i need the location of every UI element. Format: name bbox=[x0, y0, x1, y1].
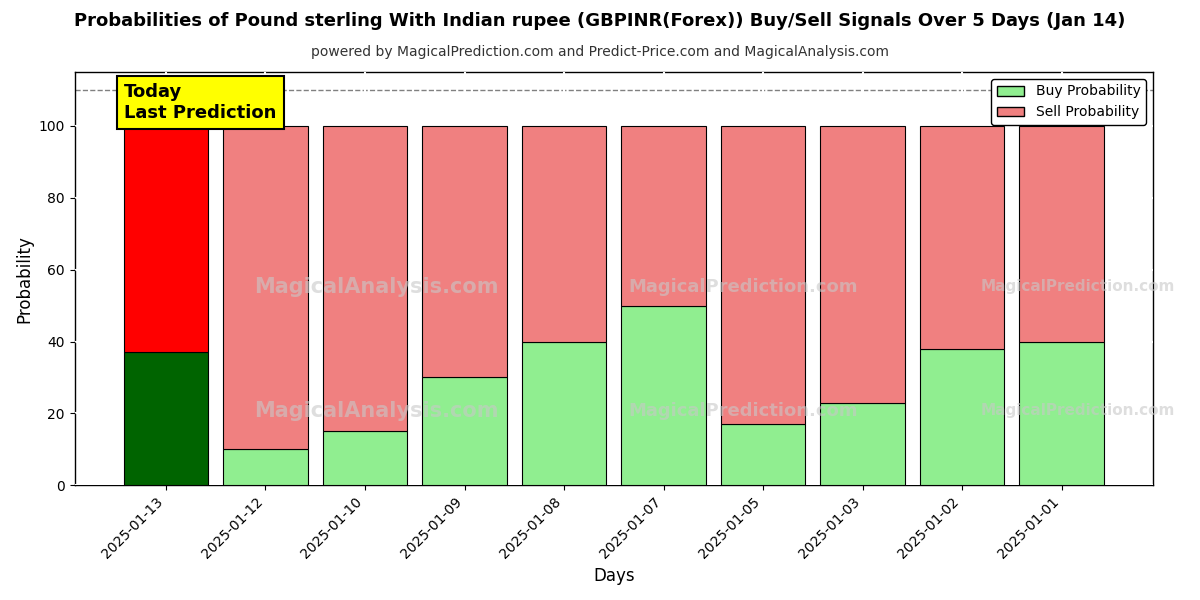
Legend: Buy Probability, Sell Probability: Buy Probability, Sell Probability bbox=[991, 79, 1146, 125]
Text: MagicalAnalysis.com: MagicalAnalysis.com bbox=[254, 401, 499, 421]
Bar bbox=[721, 126, 805, 424]
Bar bbox=[124, 352, 209, 485]
Bar bbox=[622, 126, 706, 305]
Bar bbox=[721, 424, 805, 485]
Bar bbox=[422, 377, 506, 485]
Text: Today
Last Prediction: Today Last Prediction bbox=[124, 83, 276, 122]
Text: MagicalPrediction.com: MagicalPrediction.com bbox=[629, 402, 858, 420]
Bar bbox=[821, 126, 905, 403]
Y-axis label: Probability: Probability bbox=[16, 235, 34, 323]
Text: powered by MagicalPrediction.com and Predict-Price.com and MagicalAnalysis.com: powered by MagicalPrediction.com and Pre… bbox=[311, 45, 889, 59]
Text: MagicalPrediction.com: MagicalPrediction.com bbox=[629, 278, 858, 296]
Text: Probabilities of Pound sterling With Indian rupee (GBPINR(Forex)) Buy/Sell Signa: Probabilities of Pound sterling With Ind… bbox=[74, 12, 1126, 30]
Text: MagicalAnalysis.com: MagicalAnalysis.com bbox=[254, 277, 499, 297]
Bar bbox=[1019, 341, 1104, 485]
Bar bbox=[821, 403, 905, 485]
Bar bbox=[622, 305, 706, 485]
Bar bbox=[223, 449, 307, 485]
Bar bbox=[1019, 126, 1104, 341]
X-axis label: Days: Days bbox=[593, 567, 635, 585]
Bar bbox=[522, 341, 606, 485]
Text: MagicalPrediction.com: MagicalPrediction.com bbox=[980, 403, 1175, 418]
Bar bbox=[124, 126, 209, 352]
Bar bbox=[323, 126, 407, 431]
Text: MagicalPrediction.com: MagicalPrediction.com bbox=[980, 280, 1175, 295]
Bar bbox=[522, 126, 606, 341]
Bar bbox=[223, 126, 307, 449]
Bar bbox=[422, 126, 506, 377]
Bar bbox=[919, 126, 1004, 349]
Bar bbox=[323, 431, 407, 485]
Bar bbox=[919, 349, 1004, 485]
